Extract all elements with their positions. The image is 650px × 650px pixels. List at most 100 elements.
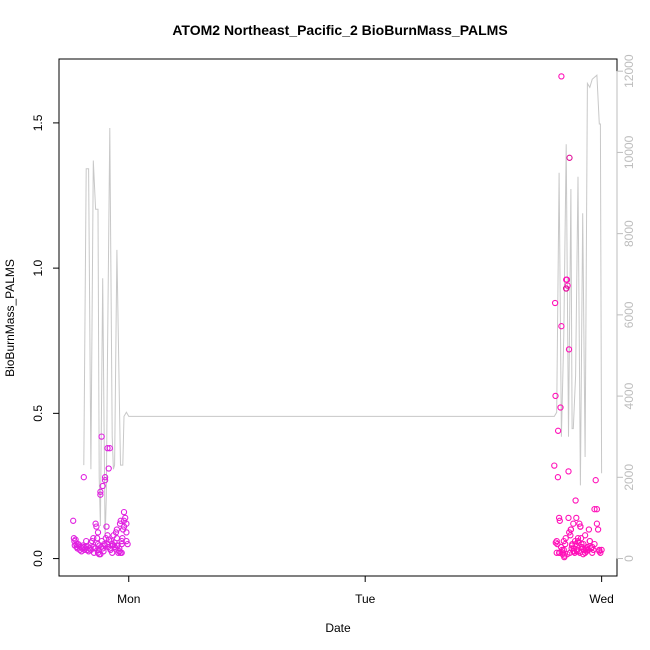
data-point-147 [590, 546, 597, 554]
data-point-117 [565, 468, 572, 475]
x-axis: Mon Tue Wed [117, 575, 614, 606]
data-point-148 [591, 506, 598, 513]
data-point-4 [72, 536, 79, 543]
y-right-tick-label: 0 [622, 555, 636, 562]
data-point-102 [553, 549, 560, 556]
data-point-96 [83, 537, 90, 545]
data-point-99 [551, 462, 558, 469]
y-left-tick-label: 1.5 [31, 114, 45, 131]
data-point-53 [112, 529, 120, 536]
data-point-131 [576, 520, 583, 527]
data-point-182 [570, 548, 577, 555]
data-point-71 [99, 482, 106, 490]
data-point-72 [101, 477, 109, 484]
chart-title: ATOM2 Northeast_Pacific_2 BioBurnMass_PA… [172, 22, 507, 38]
data-point-28 [93, 523, 100, 530]
data-point-98 [90, 535, 97, 542]
data-point-63 [120, 508, 128, 516]
data-point-185 [577, 523, 584, 530]
series-line-0 [83, 74, 603, 539]
y-right-tick-label: 6000 [622, 301, 636, 328]
data-point-181 [567, 526, 575, 533]
data-point-86 [101, 474, 109, 481]
data-point-68 [94, 529, 102, 536]
x-tick-label: Tue [355, 592, 376, 606]
data-point-188 [584, 546, 591, 554]
data-point-195 [563, 285, 570, 292]
data-point-155 [552, 392, 559, 400]
data-point-73 [104, 532, 111, 539]
y-right-tick-label: 4000 [622, 382, 636, 409]
data-point-37 [100, 548, 107, 555]
data-point-104 [554, 427, 562, 434]
plot-frame [58, 58, 618, 577]
data-point-178 [560, 546, 567, 554]
data-point-176 [555, 549, 563, 556]
y-left-tick-label: 0.0 [31, 550, 45, 567]
data-point-78 [113, 526, 121, 533]
data-point-149 [592, 477, 599, 484]
data-point-75 [106, 445, 113, 452]
data-point-64 [122, 514, 129, 522]
data-point-126 [572, 497, 579, 504]
data-point-106 [556, 517, 563, 524]
data-point-156 [554, 474, 562, 481]
data-point-123 [570, 520, 577, 527]
data-point-70 [98, 433, 105, 440]
data-point-48 [109, 549, 116, 556]
data-point-151 [594, 526, 602, 533]
y-axis-right: 0 2000 4000 6000 8000 10000 12000 [616, 54, 636, 562]
data-point-59 [117, 517, 124, 524]
data-point-94 [123, 529, 130, 536]
data-point-193 [596, 546, 603, 554]
data-point-162 [564, 551, 571, 558]
data-point-177 [558, 73, 565, 80]
data-point-1 [70, 535, 78, 542]
data-point-91 [117, 549, 124, 556]
line-series [83, 74, 603, 539]
data-point-95 [80, 474, 87, 481]
data-point-133 [577, 535, 585, 542]
data-point-173 [581, 532, 589, 539]
y-right-tick-label: 10000 [622, 135, 636, 169]
data-point-175 [553, 537, 560, 545]
data-point-113 [562, 540, 569, 548]
data-point-90 [116, 548, 123, 555]
data-point-146 [589, 549, 596, 556]
scatter-series [70, 73, 605, 561]
data-point-194 [566, 154, 573, 161]
y-right-tick-label: 8000 [622, 220, 636, 247]
data-point-29 [93, 535, 101, 542]
data-point-85 [97, 488, 104, 495]
data-point-93 [120, 517, 128, 524]
y-axis-label: BioBurnMass_PALMS [3, 259, 17, 377]
data-point-69 [97, 491, 104, 498]
data-point-97 [87, 546, 95, 554]
data-point-192 [593, 520, 601, 527]
x-axis-label: Date [325, 621, 351, 635]
data-point-58 [116, 520, 124, 527]
data-point-143 [585, 526, 593, 533]
data-point-164 [567, 532, 574, 539]
y-axis-left: 0.0 0.5 1.0 1.5 [31, 114, 60, 567]
data-point-41 [103, 523, 110, 530]
y-left-tick-label: 0.5 [31, 405, 45, 422]
data-point-189 [586, 537, 593, 545]
data-point-74 [105, 465, 112, 472]
x-tick-label: Mon [117, 592, 140, 606]
data-point-27 [92, 520, 99, 527]
data-point-61 [119, 535, 126, 542]
data-point-183 [572, 540, 579, 548]
data-point-107 [557, 404, 564, 411]
data-point-0 [70, 517, 77, 524]
data-point-92 [118, 540, 125, 548]
data-point-184 [574, 535, 582, 542]
y-left-tick-label: 1.0 [31, 259, 45, 276]
y-right-tick-label: 12000 [622, 54, 636, 88]
data-point-23 [88, 537, 96, 545]
data-point-153 [597, 549, 604, 556]
data-point-163 [565, 346, 573, 353]
y-right-tick-label: 2000 [622, 464, 636, 491]
data-point-171 [578, 540, 585, 548]
